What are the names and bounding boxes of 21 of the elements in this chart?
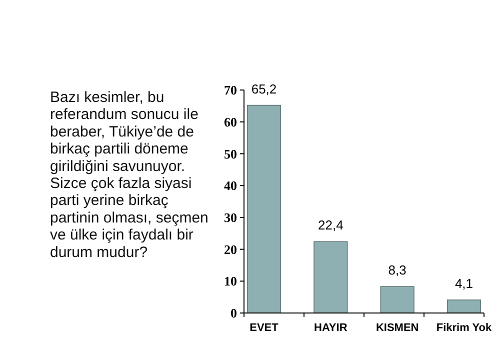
- data-label: 4,1: [454, 276, 474, 291]
- x-tick-label: HAYIR: [314, 322, 348, 334]
- y-tick-label: 0: [230, 306, 237, 321]
- data-label: 8,3: [388, 262, 406, 278]
- chart-title: Bazı kesimler, bu referandum sonucu ile beraber, Tükiye’de de birkaç partili döneme girildiğini savunuyor. Sizce çok fazla siyasi parti yerine birkaç partinin olması, seçmen ve ülke için faydalı bir durum mudur?: [50, 89, 208, 261]
- x-tick-label: KISMEN: [376, 322, 419, 334]
- y-tick-label: 30: [224, 210, 237, 225]
- x-tick-label: Fikrim Yok: [436, 322, 492, 334]
- y-tick-label: 20: [224, 242, 237, 257]
- y-tick-label: 60: [224, 114, 237, 130]
- bar: [446, 300, 482, 314]
- x-tick-label: EVET: [250, 322, 279, 334]
- bar: [380, 286, 414, 314]
- y-tick-label: 10: [224, 274, 237, 289]
- y-tick-label: 70: [224, 82, 237, 98]
- bar: [314, 241, 348, 314]
- data-label: 65,2: [251, 81, 277, 96]
- bar: [246, 104, 282, 314]
- y-tick-label: 40: [224, 178, 237, 194]
- y-tick-label: 50: [224, 146, 237, 162]
- data-label: 22,4: [318, 218, 344, 233]
